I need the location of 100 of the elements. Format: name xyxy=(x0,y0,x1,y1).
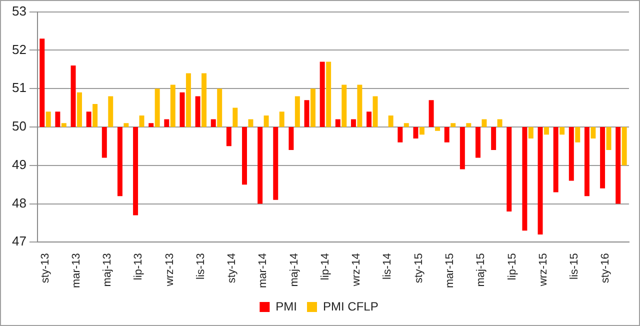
bar xyxy=(264,115,269,127)
bar xyxy=(404,123,409,127)
bar xyxy=(273,126,278,200)
bar xyxy=(180,92,185,127)
bar xyxy=(357,84,362,127)
bar xyxy=(466,123,472,127)
bar xyxy=(242,126,247,185)
bar xyxy=(413,126,418,138)
x-tick-label: sty-14 xyxy=(226,253,238,284)
bar xyxy=(622,126,627,166)
bar xyxy=(544,126,549,135)
bar xyxy=(342,84,347,127)
bar xyxy=(522,126,528,231)
x-tick-label: mar-15 xyxy=(444,253,456,288)
x-tick-label: sty-15 xyxy=(412,253,425,284)
x-tick-label: wrz-15 xyxy=(537,253,550,288)
bar xyxy=(102,126,107,158)
bar xyxy=(139,115,144,127)
bar xyxy=(460,126,465,170)
y-tick-label: 51 xyxy=(12,80,26,96)
x-tick-label: lis-15 xyxy=(568,253,581,280)
x-tick-label: lip-13 xyxy=(132,253,145,280)
bar xyxy=(335,119,340,127)
y-tick-label: 52 xyxy=(12,42,26,57)
x-tick-label: maj-15 xyxy=(475,253,488,287)
bar xyxy=(61,123,66,127)
bar xyxy=(538,126,543,234)
y-tick-label: 49 xyxy=(12,156,26,172)
bar xyxy=(195,96,200,127)
bar xyxy=(310,88,316,127)
bar xyxy=(606,126,612,150)
bar xyxy=(388,115,394,127)
y-tick-label: 53 xyxy=(12,3,26,18)
x-tick-label: wrz-13 xyxy=(164,253,176,288)
bar xyxy=(170,84,176,127)
bar xyxy=(560,126,565,135)
bar xyxy=(232,108,238,127)
bar xyxy=(288,126,294,150)
legend-label: PMI xyxy=(276,299,298,314)
bar xyxy=(491,126,496,150)
bar xyxy=(584,126,590,196)
bar xyxy=(92,104,98,127)
bar xyxy=(148,123,154,127)
x-tick-label: sty-16 xyxy=(600,253,612,284)
bar xyxy=(444,126,450,142)
bar xyxy=(476,126,480,158)
x-tick-label: mar-14 xyxy=(257,253,270,288)
legend-label: PMI CFLP xyxy=(322,299,378,314)
y-tick-label: 48 xyxy=(12,195,26,210)
bar xyxy=(575,126,580,142)
x-tick-label: mar-13 xyxy=(70,253,82,288)
bar xyxy=(326,62,332,127)
bar xyxy=(258,126,263,204)
bar xyxy=(117,126,122,196)
bar xyxy=(506,126,512,212)
bar xyxy=(108,96,114,127)
bar xyxy=(600,126,606,188)
bar xyxy=(154,88,160,127)
x-tick-label: lis-14 xyxy=(382,253,394,280)
y-tick-label: 50 xyxy=(12,118,26,134)
x-tick-label: maj-13 xyxy=(102,253,114,287)
y-tick-label: 47 xyxy=(12,234,26,249)
bar xyxy=(366,112,372,127)
x-tick-label: wrz-14 xyxy=(350,253,363,288)
bar xyxy=(528,126,534,138)
x-tick-label: lip-14 xyxy=(319,253,332,280)
bar xyxy=(450,123,456,127)
bar xyxy=(428,100,434,127)
bar xyxy=(210,119,216,127)
bar xyxy=(568,126,574,181)
bar xyxy=(320,62,325,127)
bar xyxy=(553,126,558,192)
bar xyxy=(616,126,621,204)
bar xyxy=(226,126,232,146)
bar xyxy=(350,119,356,127)
bar xyxy=(372,96,378,127)
bar xyxy=(186,73,191,127)
bar xyxy=(279,112,284,127)
bar xyxy=(202,73,207,127)
bar xyxy=(46,112,51,127)
x-tick-label: maj-14 xyxy=(288,253,300,287)
bar xyxy=(86,112,92,127)
bar xyxy=(70,66,76,127)
bar xyxy=(77,92,82,127)
bar xyxy=(497,119,502,127)
bar xyxy=(40,38,45,127)
x-tick-label: lis-13 xyxy=(194,253,207,280)
bar xyxy=(164,119,170,127)
bar xyxy=(248,119,254,127)
bar xyxy=(435,126,440,131)
bar xyxy=(294,96,300,127)
x-tick-label: sty-13 xyxy=(39,253,52,284)
bar xyxy=(398,126,403,142)
bar xyxy=(482,119,487,127)
bar xyxy=(217,88,222,127)
bar xyxy=(419,126,424,135)
x-tick-label: lip-15 xyxy=(506,253,518,280)
bar xyxy=(55,112,60,127)
bar xyxy=(304,100,310,127)
bar xyxy=(133,126,138,216)
